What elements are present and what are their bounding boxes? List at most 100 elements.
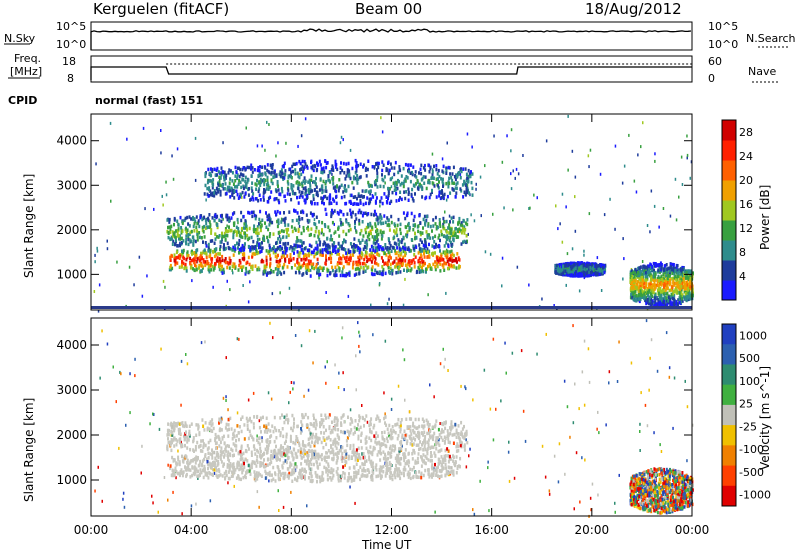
power-cell-region-0 xyxy=(225,261,227,265)
power-cell-region-1 xyxy=(198,231,200,235)
power-cell-region-2 xyxy=(429,196,431,200)
power-cell-region-2 xyxy=(390,200,392,204)
power-colorbar-segment xyxy=(722,140,736,161)
power-speckle xyxy=(492,213,494,216)
power-cell-region-2 xyxy=(231,194,233,198)
power-cell-region-4 xyxy=(655,264,657,268)
power-cell-region-1 xyxy=(459,227,461,231)
power-cell-region-1 xyxy=(414,215,416,219)
power-cell-region-2 xyxy=(430,193,432,197)
power-cell-region-0 xyxy=(189,262,191,266)
power-cell-region-4 xyxy=(673,302,675,306)
power-cell-region-1 xyxy=(261,241,263,245)
power-cell-region-0 xyxy=(196,268,198,272)
power-cell-region-1 xyxy=(185,238,187,242)
power-cell-region-1 xyxy=(290,245,292,249)
power-cell-region-1 xyxy=(265,211,267,215)
power-cell-region-2 xyxy=(462,195,464,199)
power-cell-region-1 xyxy=(404,247,406,251)
power-cell-region-0 xyxy=(340,274,342,278)
power-cell-region-4 xyxy=(674,289,676,293)
power-speckle xyxy=(318,276,320,279)
power-speckle xyxy=(579,289,581,292)
power-cell-region-2 xyxy=(245,176,247,180)
power-cell-region-3 xyxy=(589,266,591,270)
power-speckle xyxy=(427,293,429,296)
power-cell-region-1 xyxy=(449,220,451,224)
power-cell-region-1 xyxy=(191,230,193,234)
power-cell-region-0 xyxy=(303,255,305,259)
power-cell-region-2 xyxy=(248,166,250,170)
power-cell-region-1 xyxy=(296,236,298,240)
power-cell-region-0 xyxy=(306,257,308,261)
power-cell-region-1 xyxy=(370,232,372,236)
power-cell-region-1 xyxy=(196,215,198,219)
power-speckle xyxy=(445,292,447,295)
power-cell-region-2 xyxy=(412,165,414,169)
power-cell-region-1 xyxy=(240,219,242,223)
power-cell-region-2 xyxy=(445,182,447,186)
power-cell-region-4 xyxy=(677,264,679,268)
power-cell-region-1 xyxy=(214,214,216,218)
power-cell-region-1 xyxy=(249,227,251,231)
power-cell-region-1 xyxy=(178,223,180,227)
power-cell-region-1 xyxy=(353,243,355,247)
power-cell-region-1 xyxy=(348,222,350,226)
power-cell-region-2 xyxy=(348,185,350,189)
power-cell-region-2 xyxy=(333,199,335,203)
power-cell-region-2 xyxy=(405,163,407,167)
power-cell-region-1 xyxy=(232,212,234,216)
power-cell-region-1 xyxy=(234,247,236,251)
power-cell-region-1 xyxy=(374,249,376,253)
power-speckle xyxy=(502,161,504,164)
power-cell-region-2 xyxy=(222,183,224,187)
power-cell-region-2 xyxy=(448,182,450,186)
power-cell-region-1 xyxy=(418,224,420,228)
velocity-speckle xyxy=(325,382,327,385)
power-cell-region-2 xyxy=(310,160,312,164)
power-cell-region-1 xyxy=(450,231,452,235)
power-cell-region-0 xyxy=(185,258,187,262)
power-cell-region-1 xyxy=(224,235,226,239)
power-speckle xyxy=(96,247,98,250)
velocity-speckle xyxy=(122,498,124,501)
power-cell-region-0 xyxy=(287,265,289,269)
power-cell-region-2 xyxy=(252,170,254,174)
velocity-speckle xyxy=(579,501,581,504)
power-cell-region-4 xyxy=(658,292,660,296)
velocity-speckle xyxy=(608,381,610,384)
power-cell-region-2 xyxy=(391,166,393,170)
power-cell-region-1 xyxy=(337,227,339,231)
power-speckle xyxy=(517,266,519,269)
power-cell-region-0 xyxy=(315,265,317,269)
power-speckle xyxy=(588,165,590,168)
power-cell-region-1 xyxy=(440,230,442,234)
power-speckle xyxy=(572,150,574,153)
power-cell-region-0 xyxy=(279,248,281,252)
power-speckle xyxy=(502,257,504,260)
power-cell-region-3 xyxy=(600,263,602,267)
power-cell-region-0 xyxy=(371,260,373,264)
power-cell-region-1 xyxy=(430,225,432,229)
power-cell-region-1 xyxy=(187,233,189,237)
power-cell-region-0 xyxy=(409,259,411,263)
velocity-speckle xyxy=(227,481,229,484)
power-cell-region-0 xyxy=(193,268,195,272)
power-cell-region-2 xyxy=(326,197,328,201)
power-cell-region-0 xyxy=(377,263,379,267)
power-cell-region-1 xyxy=(398,218,400,222)
power-cell-region-2 xyxy=(447,195,449,199)
power-speckle xyxy=(567,252,569,255)
power-cell-region-0 xyxy=(295,271,297,275)
power-cell-region-1 xyxy=(205,241,207,245)
power-cell-region-2 xyxy=(393,166,395,170)
power-cell-region-2 xyxy=(393,173,395,177)
power-cell-region-2 xyxy=(375,162,377,166)
power-speckle xyxy=(275,155,277,158)
power-cell-region-2 xyxy=(390,177,392,181)
power-cell-region-2 xyxy=(287,182,289,186)
power-cell-region-2 xyxy=(387,187,389,191)
power-cell-region-4 xyxy=(681,297,683,301)
power-cell-region-0 xyxy=(413,253,415,257)
power-cell-region-1 xyxy=(169,227,171,231)
